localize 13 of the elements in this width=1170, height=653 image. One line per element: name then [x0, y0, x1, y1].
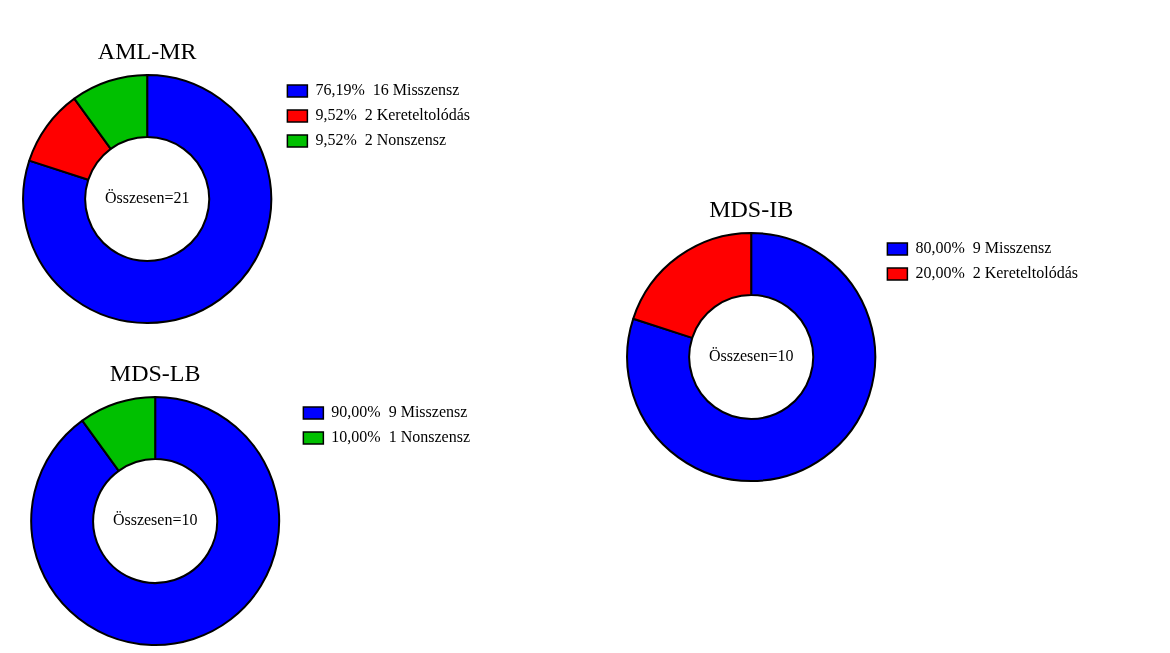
- chart-title: MDS-IB: [708, 196, 795, 223]
- text: Összesen=10: [112, 511, 198, 529]
- legend-label: 9,52% 2 Nonszensz: [315, 131, 447, 149]
- chart-title: AML-MR: [96, 38, 198, 65]
- text: Összesen=10: [708, 347, 794, 365]
- legend-label: 10,00% 1 Nonszensz: [331, 428, 470, 446]
- chart-title: MDS-LB: [108, 360, 202, 387]
- legend-label: 76,19% 16 Misszensz: [315, 81, 460, 99]
- text: Összesen=21: [104, 189, 190, 207]
- legend-label: 9,52% 2 Kereteltolódás: [315, 106, 470, 124]
- legend-label: 80,00% 9 Misszensz: [915, 239, 1052, 257]
- legend-label: 20,00% 2 Kereteltolódás: [915, 264, 1078, 282]
- legend-label: 90,00% 9 Misszensz: [331, 403, 468, 421]
